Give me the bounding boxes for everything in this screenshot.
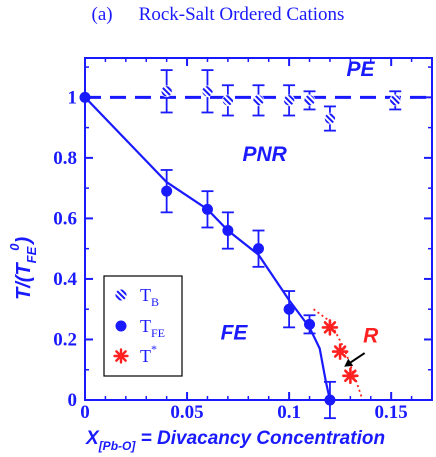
x-tick-label: 0.15 (375, 402, 408, 423)
x-axis-title-sub: [Pb-O] (98, 439, 137, 453)
y-axis-title-sub: FE (24, 246, 39, 263)
x-axis-title-rest: = Divacancy Concentration (135, 428, 385, 449)
legend-label-sub: B (151, 295, 159, 309)
tstar-point (342, 367, 359, 385)
panel-label: (a) (91, 4, 113, 25)
region-label-fe: FE (221, 321, 249, 344)
legend-tfe-marker (115, 320, 127, 332)
chart-title: (a) Rock-Salt Ordered Cations (0, 4, 436, 26)
chart-title-text: Rock-Salt Ordered Cations (138, 4, 345, 25)
r-arrow-head (344, 358, 354, 367)
tb-point (389, 94, 402, 107)
region-label-pnr: PNR (242, 143, 287, 166)
tfe-point (201, 203, 213, 215)
y-axis-title: T/(TFE0) (7, 236, 39, 300)
legend-label-sub: FE (151, 326, 165, 340)
region-label-r: R (363, 324, 379, 347)
plot-axes: 0 0.05 0.1 0.15 0 0.2 0.4 0.6 0.8 1 X[Pb-O] = Diva… (7, 57, 433, 453)
tstar-point (321, 319, 339, 336)
legend-label-main: T (140, 316, 151, 336)
legend-label-main: T (140, 346, 151, 366)
y-axis-title-close: ) (13, 236, 35, 245)
plot-frame (84, 57, 433, 401)
legend-tb-marker (115, 289, 127, 301)
fe-boundary-line (85, 96, 331, 400)
plot-annotations: PE PNR FE R (221, 58, 379, 367)
legend-tstar-marker (113, 348, 129, 364)
tfe-point (283, 303, 295, 315)
y-tick-label: 0.4 (53, 269, 77, 290)
tb-point (201, 85, 214, 98)
legend-label: TFE (140, 316, 165, 340)
y-tick-label: 0 (68, 390, 78, 411)
tfe-point (253, 243, 264, 255)
tstar-point (331, 343, 349, 360)
y-tick-label: 0.6 (53, 208, 77, 229)
tfe-point (161, 185, 173, 197)
x-axis-title: X[Pb-O] = Divacancy Concentration (85, 428, 385, 453)
legend-label-main: T (140, 285, 151, 305)
x-tick-label: 0.05 (170, 402, 203, 423)
tb-point (303, 94, 316, 107)
tb-point (160, 85, 173, 98)
legend-label: T* (140, 342, 157, 366)
legend-label: TB (140, 285, 159, 309)
x-tick-label: 0 (80, 402, 90, 423)
y-axis-title-sup: 0 (7, 243, 22, 251)
legend-label-sup: * (151, 342, 157, 356)
tb-point (283, 94, 295, 107)
y-axis-title-main: T/(T (13, 262, 35, 300)
tb-point (222, 94, 234, 107)
x-axis-title-main: X (85, 428, 100, 449)
region-label-pe: PE (347, 58, 376, 81)
tb-point (324, 112, 336, 125)
y-tick-label: 0.2 (53, 329, 77, 350)
y-tick-label: 0.8 (53, 148, 77, 169)
tfe-point (304, 318, 316, 330)
tfe-point (222, 225, 234, 237)
y-tick-label: 1 (68, 87, 78, 108)
tb-point (252, 94, 265, 107)
x-tick-label: 0.1 (277, 402, 301, 423)
